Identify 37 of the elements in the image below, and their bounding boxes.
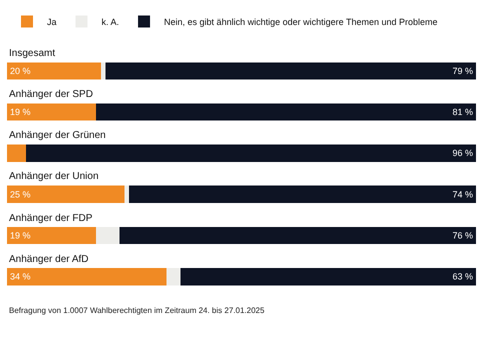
bar [120,226,476,244]
bar [7,186,124,204]
bar [105,62,476,80]
bar [7,103,96,121]
bar [26,144,476,162]
bar [7,144,26,162]
bar [124,186,129,204]
y-tick-label: Anhänger der Grünen [9,130,106,141]
bar [7,62,101,80]
legend-label: Ja [47,17,57,28]
data-label: 76 % [452,230,473,241]
data-label: 34 % [10,272,31,282]
data-label: 19 % [10,107,31,118]
y-tick-label: Anhänger der FDP [9,213,93,224]
bar [7,268,166,286]
data-label: 79 % [452,66,473,76]
text: Befragung von 1.0007 Wahlberechtigten im Zeitraum 24. bis 27.01.2025 [9,306,265,315]
data-label: 96 % [452,148,473,158]
bar [180,268,476,286]
bar [96,103,476,121]
y-tick-label: Anhänger der SPD [9,89,93,100]
y-tick-label: Anhänger der Union [9,171,99,182]
bar [128,186,476,204]
bar [100,62,106,80]
data-label: 20 % [10,66,31,76]
data-label: 81 % [452,107,473,118]
y-tick-label: Insgesamt [9,48,56,59]
data-label: 19 % [10,230,31,241]
data-label: 63 % [452,272,473,282]
bar [166,268,181,286]
legend-label: Nein, es gibt ähnlich wichtige oder wichtigere Themen und Probleme [164,17,438,28]
bar [96,226,120,244]
bar [7,226,96,244]
data-label: 25 % [10,189,31,200]
y-tick-label: Anhänger der AfD [9,254,88,265]
legend-label: k. A. [102,17,120,28]
data-label: 74 % [452,189,473,200]
